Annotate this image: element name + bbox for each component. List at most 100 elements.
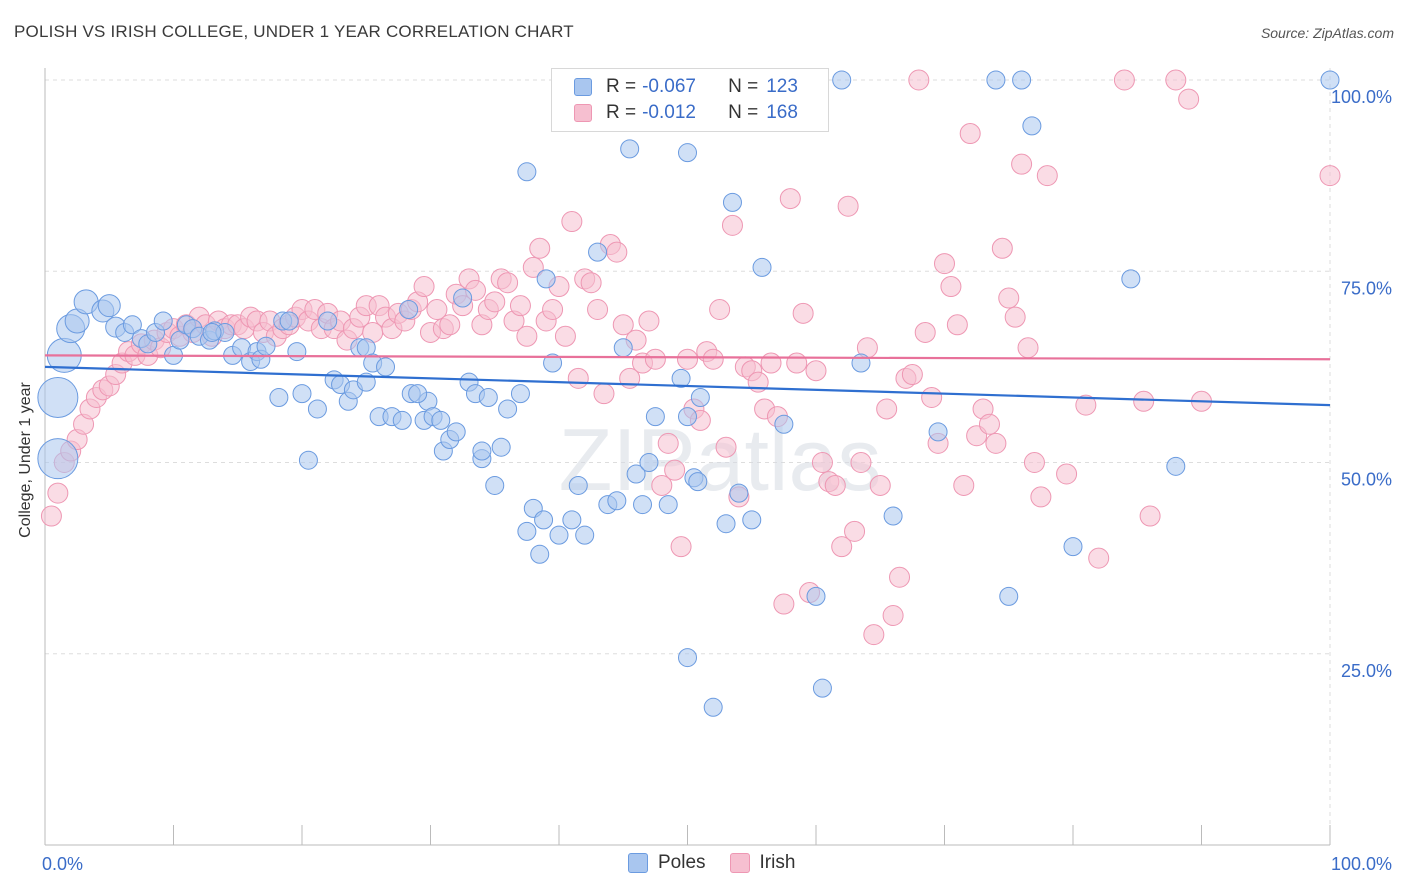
poles-point [97, 294, 121, 318]
irish-point [644, 348, 666, 370]
legend-item-poles[interactable]: Poles [628, 852, 706, 874]
poles-point [298, 450, 318, 470]
irish-point [1017, 337, 1039, 359]
n-value: 123 [766, 76, 798, 97]
irish-point [1056, 463, 1078, 485]
poles-point [256, 336, 276, 356]
poles-swatch [628, 853, 648, 873]
y-tick-label: 25.0% [1341, 661, 1392, 681]
poles-point [639, 453, 659, 472]
poles-point [453, 288, 473, 308]
poles-point [678, 648, 697, 668]
poles-point [517, 162, 537, 182]
irish-point [998, 287, 1020, 309]
poles-point [376, 357, 396, 377]
irish-point [657, 432, 679, 454]
poles-point [575, 525, 595, 545]
irish-point [863, 624, 885, 646]
poles-point [832, 70, 852, 90]
poles-point [287, 342, 307, 362]
poles-point [1320, 70, 1340, 90]
irish-point [606, 241, 628, 263]
poles-point [742, 510, 762, 530]
irish-point [497, 272, 519, 294]
irish-point [1088, 547, 1110, 569]
chart-title: POLISH VS IRISH COLLEGE, UNDER 1 YEAR CO… [14, 22, 574, 41]
irish-point [760, 352, 782, 374]
irish-point [1113, 69, 1135, 91]
poles-point [478, 387, 498, 407]
irish-point [959, 123, 981, 145]
poles-point [688, 472, 708, 492]
irish-point [882, 605, 904, 626]
irish-point [638, 310, 660, 332]
irish-point [561, 211, 583, 233]
x-tick-label: 0.0% [42, 854, 83, 874]
poles-point [202, 322, 222, 342]
legend-row-irish: R = -0.012 N = 168 [574, 101, 798, 125]
irish-point [773, 593, 795, 615]
irish-point [908, 69, 930, 91]
poles-point [607, 491, 627, 511]
poles-point [1022, 116, 1042, 136]
irish-point [786, 352, 808, 374]
poles-point [122, 315, 142, 335]
irish-point [837, 195, 859, 217]
y-tick-label: 75.0% [1341, 278, 1392, 298]
poles-point [307, 399, 327, 419]
irish-point [985, 432, 1007, 454]
poles-point [774, 414, 794, 434]
poles-point [485, 475, 505, 495]
irish-point [824, 474, 846, 496]
poles-point [626, 464, 646, 484]
irish-point [702, 348, 724, 370]
poles-point [549, 525, 569, 545]
irish-point [940, 276, 962, 298]
irish-point [850, 452, 872, 473]
poles-point [536, 269, 556, 289]
poles-point [408, 384, 428, 404]
irish-point [844, 520, 866, 542]
poles-point [510, 384, 530, 404]
poles-point [703, 697, 723, 717]
irish-point [47, 482, 69, 504]
poles-point [446, 422, 466, 442]
irish-point [567, 367, 589, 389]
irish-point [914, 321, 936, 343]
irish-point [779, 188, 801, 210]
irish-point [1165, 69, 1187, 91]
irish-point [721, 214, 743, 236]
irish-point [516, 325, 538, 347]
source-note: Source: ZipAtlas.com [1260, 25, 1394, 41]
legend-label-poles: Poles [658, 852, 706, 873]
poles-point [37, 376, 79, 418]
stats-legend: R = -0.067 N = 123 R = -0.012 N = 168 [551, 68, 829, 132]
poles-point [678, 407, 697, 427]
irish-point [876, 398, 898, 420]
poles-point [613, 338, 633, 358]
irish-point [1075, 394, 1097, 416]
poles-point [1166, 456, 1186, 476]
poles-point [517, 521, 537, 541]
poles-point [690, 387, 710, 407]
poles-point [752, 257, 772, 277]
poles-point [1012, 70, 1032, 90]
irish-point [1011, 153, 1033, 175]
poles-point [928, 422, 948, 442]
poles-point [392, 410, 412, 430]
irish-swatch [574, 104, 592, 122]
poles-point [269, 387, 289, 407]
irish-point [1133, 390, 1155, 412]
poles-point [716, 514, 736, 534]
irish-point [484, 291, 506, 313]
r-label: R = [606, 102, 637, 123]
n-label: N = [728, 102, 759, 123]
legend-item-irish[interactable]: Irish [729, 852, 795, 874]
irish-point [542, 299, 564, 320]
poles-point [292, 384, 312, 404]
poles-point [534, 510, 554, 530]
irish-trend-line [44, 354, 1331, 361]
y-tick-label: 100.0% [1331, 87, 1392, 107]
irish-point [413, 276, 435, 298]
irish-point [715, 436, 737, 458]
